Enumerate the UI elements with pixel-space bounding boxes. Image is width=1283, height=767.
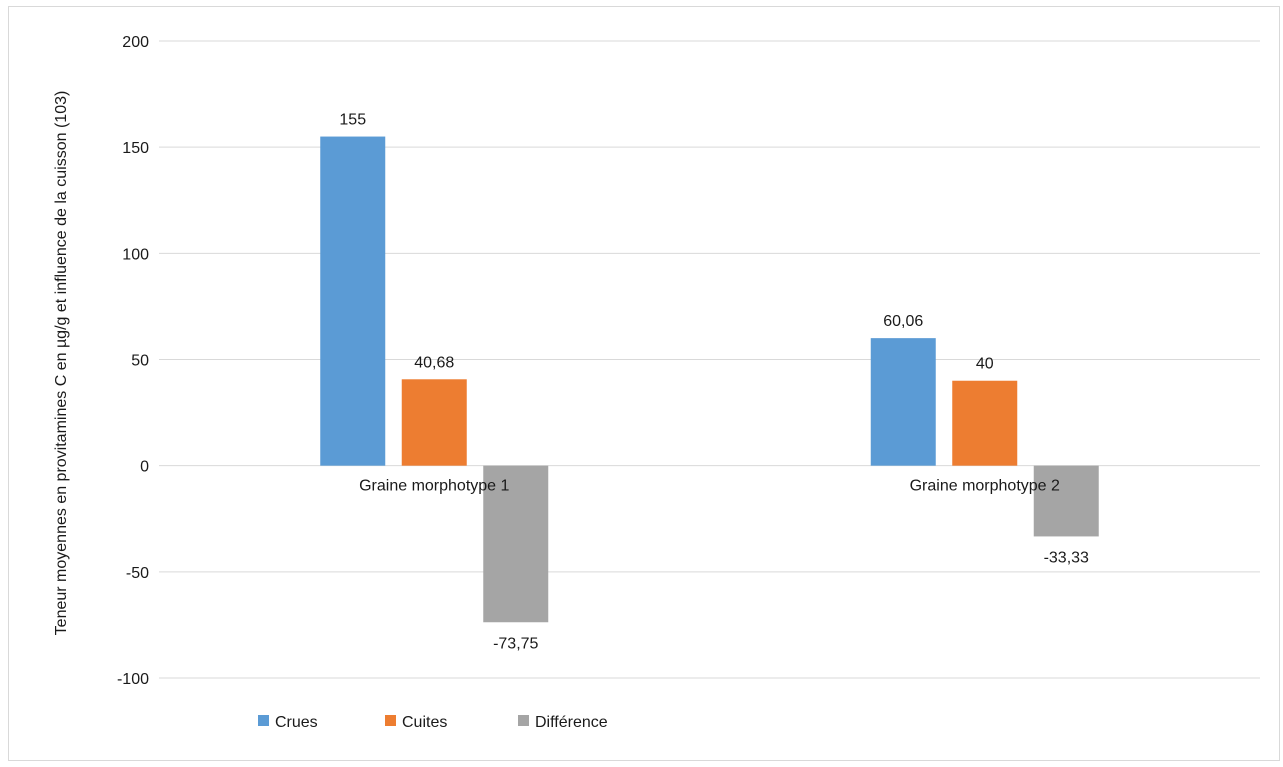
data-label: 40 <box>976 356 994 373</box>
y-tick-label: -100 <box>117 671 149 688</box>
bar-crues <box>320 136 386 466</box>
legend-swatch-cuites <box>385 715 396 726</box>
y-tick-label: 0 <box>140 459 149 476</box>
bar-différence <box>483 465 549 623</box>
data-label: -33,33 <box>1044 549 1089 566</box>
y-axis-ticks: 200 150 100 50 0 -50 -100 <box>117 34 149 688</box>
y-axis-title: Teneur moyennes en provitamines C en µg/… <box>53 91 70 636</box>
category-label: Graine morphotype 1 <box>359 478 509 495</box>
y-tick-label: 50 <box>131 353 149 370</box>
data-label: 60,06 <box>883 313 923 330</box>
legend-label: Différence <box>535 714 608 731</box>
category-labels: Graine morphotype 1 Graine morphotype 2 <box>359 478 1060 495</box>
data-label: -73,75 <box>493 635 538 652</box>
y-tick-label: 150 <box>122 140 149 157</box>
bar-chart: 200 150 100 50 0 -50 -100 155 40,68 -73,75 60,06 4… <box>53 34 1260 731</box>
chart-frame: 200 150 100 50 0 -50 -100 155 40,68 -73,75 60,06 4… <box>8 6 1280 761</box>
bar-cuites <box>401 379 467 466</box>
data-labels: 155 40,68 -73,75 60,06 40 -33,33 <box>339 112 1089 653</box>
category-label: Graine morphotype 2 <box>910 478 1060 495</box>
y-tick-label: 200 <box>122 34 149 51</box>
bar-crues <box>870 338 936 466</box>
legend-swatch-crues <box>258 715 269 726</box>
bar-différence <box>1033 465 1099 537</box>
legend-swatch-différence <box>518 715 529 726</box>
bar-cuites <box>952 380 1018 466</box>
legend-label: Crues <box>275 714 318 731</box>
bars <box>320 136 1099 623</box>
y-tick-label: 100 <box>122 246 149 263</box>
data-label: 155 <box>339 112 366 129</box>
legend-label: Cuites <box>402 714 447 731</box>
data-label: 40,68 <box>414 354 454 371</box>
legend: Crues Cuites Différence <box>258 714 608 731</box>
y-tick-label: -50 <box>126 565 149 582</box>
